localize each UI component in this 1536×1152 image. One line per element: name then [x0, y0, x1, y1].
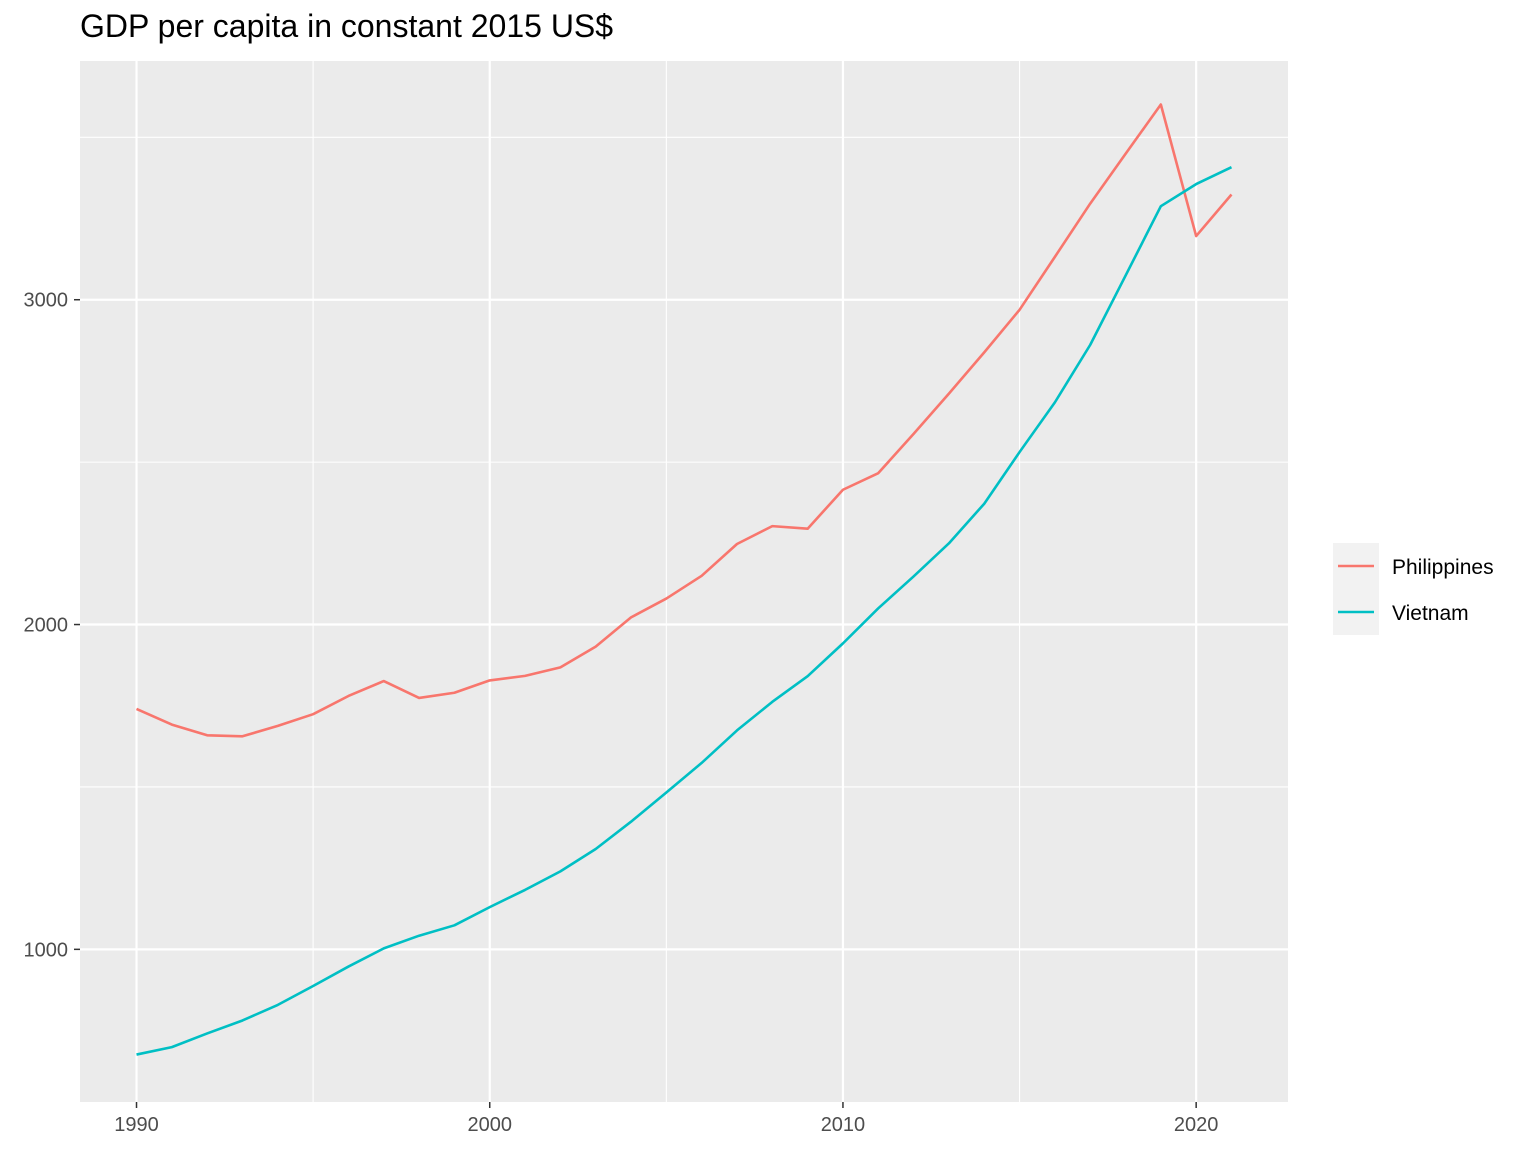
chart-title: GDP per capita in constant 2015 US$	[80, 8, 614, 44]
y-tick-label: 3000	[24, 290, 69, 312]
x-tick-label: 2000	[467, 1114, 512, 1136]
series-line-philippines	[135, 103, 1233, 738]
plot-panel	[80, 61, 1288, 1102]
legend-label-philippines: Philippines	[1392, 556, 1494, 579]
x-tick-label: 1990	[114, 1114, 159, 1136]
legend-label-vietnam: Vietnam	[1392, 602, 1469, 625]
series-line-vietnam	[136, 166, 1233, 1056]
y-tick-label: 1000	[24, 939, 69, 961]
x-tick-label: 2010	[821, 1114, 866, 1136]
y-tick-label: 2000	[24, 615, 69, 637]
x-tick-label: 2020	[1174, 1114, 1219, 1136]
legend-key-background	[1333, 543, 1379, 635]
